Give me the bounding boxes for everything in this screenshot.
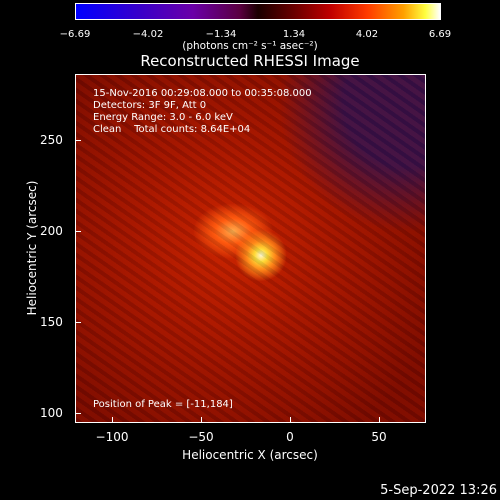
y-axis-label: Heliocentric Y (arcsec) xyxy=(25,180,39,316)
y-tick-mark xyxy=(75,413,81,414)
x-tick-mark xyxy=(112,417,113,423)
colorbar xyxy=(75,3,441,20)
rhessi-image xyxy=(75,74,426,423)
y-tick-label: 200 xyxy=(40,224,63,238)
x-tick-label: 50 xyxy=(371,430,387,444)
x-tick-mark xyxy=(290,417,291,423)
detectors-label: Detectors: 3F 9F, Att 0 xyxy=(93,100,207,111)
y-tick-label: 100 xyxy=(40,406,63,420)
y-tick-mark xyxy=(75,231,81,232)
plot-title: Reconstructed RHESSI Image xyxy=(140,52,360,70)
colorbar-tick: −6.69 xyxy=(59,29,91,40)
x-axis-label: Heliocentric X (arcsec) xyxy=(182,448,318,462)
y-tick-label: 150 xyxy=(40,315,63,329)
colorbar-tick: 6.69 xyxy=(428,29,452,40)
colorbar-gradient xyxy=(76,4,440,19)
y-tick-mark xyxy=(75,322,81,323)
colorbar-units: (photons cm⁻² s⁻¹ asec⁻²) xyxy=(182,40,318,52)
footer-date: 5-Sep-2022 13:26 xyxy=(380,483,497,498)
energy-range-label: Energy Range: 3.0 - 6.0 keV xyxy=(93,112,233,123)
x-tick-mark xyxy=(201,417,202,423)
colorbar-tick: −4.02 xyxy=(132,29,164,40)
time-range-label: 15-Nov-2016 00:29:08.000 to 00:35:08.000 xyxy=(93,88,312,99)
y-tick-mark xyxy=(75,140,81,141)
x-tick-label: −50 xyxy=(188,430,214,444)
colorbar-tick: 1.34 xyxy=(282,29,306,40)
peak-position-label: Position of Peak = [-11,184] xyxy=(93,399,233,410)
y-tick-label: 250 xyxy=(40,133,63,147)
x-tick-mark xyxy=(379,417,380,423)
x-tick-label: 0 xyxy=(286,430,294,444)
colorbar-tick: −1.34 xyxy=(205,29,237,40)
x-tick-label: −100 xyxy=(95,430,129,444)
colorbar-tick: 4.02 xyxy=(355,29,379,40)
clean-counts-label: Clean Total counts: 8.64E+04 xyxy=(93,124,251,135)
